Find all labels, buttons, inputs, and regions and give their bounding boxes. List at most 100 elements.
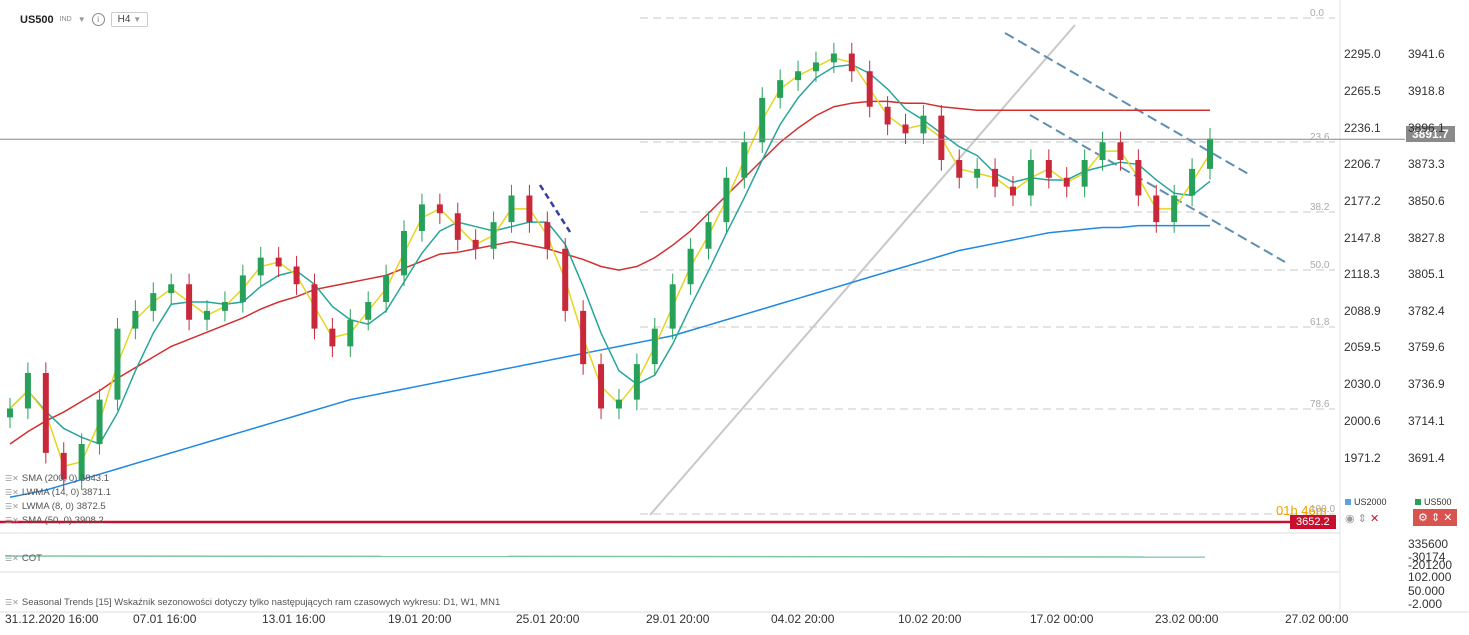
candle-body [1189,168,1196,196]
menu-icon[interactable]: ☰✕ [5,598,19,607]
axis-tick-us500: 3714.1 [1408,414,1445,428]
red-level-tag: 3652.2 [1290,515,1336,529]
indicator-seasonal[interactable]: ☰✕ Seasonal Trends [15] Wskaźnik sezonowo… [5,597,500,608]
axis-tick-us2000: 2265.5 [1344,84,1381,98]
seasonal-axis-tick: 50.000 [1408,584,1445,598]
sort-icon[interactable]: ⇕ [1357,513,1367,525]
menu-icon[interactable]: ☰✕ [5,516,19,525]
bar-countdown: 01h 46m [1276,503,1327,518]
candle-body [544,222,551,249]
chevron-down-icon: ▼ [133,15,142,24]
indicator-lwma8[interactable]: ☰✕ LWMA (8, 0) 3872.5 [5,501,106,512]
candle-body [956,160,963,178]
close-icon[interactable]: ✕ [1443,512,1453,524]
candle-body [293,266,300,285]
candle-body [1171,195,1178,223]
compare-controls[interactable]: ⚙ ⇕ ✕ [1413,509,1458,526]
axis-tick-us2000: 2030.0 [1344,377,1381,391]
axis-tick-us500: 3941.6 [1408,47,1445,61]
time-axis-label: 19.01 20:00 [388,612,452,626]
timeframe-select[interactable]: H4 ▼ [110,12,149,27]
menu-icon[interactable]: ☰✕ [5,554,19,563]
candle-body [1135,160,1142,196]
seasonal-axis-tick: 102.000 [1408,570,1452,584]
timeframe-label: H4 [117,14,131,25]
candle-body [615,399,622,409]
axis-tick-us2000: 2236.1 [1344,121,1381,135]
candle-body [669,284,676,329]
candle-body [24,373,31,409]
close-icon[interactable]: ✕ [1369,513,1380,525]
us500-label: US500 [1424,497,1452,507]
visibility-controls[interactable]: ◉ ⇕ ✕ [1345,512,1379,525]
info-icon[interactable]: i [91,13,105,26]
indicator-sma50[interactable]: ☰✕ SMA (50, 0) 3908.2 [5,515,104,526]
time-axis-label: 29.01 20:00 [646,612,710,626]
menu-icon[interactable]: ☰✕ [5,488,19,497]
indicator-lwma14[interactable]: ☰✕ LWMA (14, 0) 3871.1 [5,487,111,498]
menu-icon[interactable]: ☰✕ [5,502,19,511]
axis-tick-us2000: 2206.7 [1344,157,1381,171]
axis-tick-us2000: 2000.6 [1344,414,1381,428]
axis-tick-us500: 3827.8 [1408,231,1445,245]
candle-body [257,257,264,276]
axis-tick-us2000: 2147.8 [1344,231,1381,245]
time-axis-label: 27.02 00:00 [1285,612,1349,626]
candle-body [974,168,981,178]
indicator-label: COT [21,553,42,564]
candle-body [633,364,640,400]
indicator-label: SMA (200, 0) 3843.1 [21,473,110,484]
candle-body [1081,160,1088,187]
channel-lower [1029,114,1286,263]
fib-label: 0.0 [1310,8,1324,19]
candle-body [1063,177,1070,187]
indicator-cot[interactable]: ☰✕ COT [5,553,42,564]
candle-body [401,231,408,276]
symbol-name[interactable]: US500 [20,13,54,26]
candle-body [920,115,927,134]
candle-body [687,248,694,285]
fib-label: 50.0 [1310,260,1330,271]
candle-body [866,71,873,107]
axis-tick-us500: 3918.8 [1408,84,1445,98]
candle-body [418,204,425,231]
candle-body [490,222,497,249]
cot-axis-tick: -201200 [1408,558,1453,572]
indicator-sma200[interactable]: ☰✕ SMA (200, 0) 3843.1 [5,473,109,484]
axis-tick-us2000: 2088.9 [1344,304,1381,318]
compare-us500[interactable]: US500 [1415,497,1452,507]
sort-icon[interactable]: ⇕ [1430,512,1441,524]
candle-body [759,97,766,143]
candle-body [938,115,945,160]
settings-icon[interactable]: ⚙ [1418,512,1428,524]
candle-body [580,310,587,365]
axis-tick-us2000: 2177.2 [1344,194,1381,208]
compare-us2000[interactable]: US2000 [1345,497,1387,507]
candle-body [598,364,605,409]
cot-axis-tick: -30174 [1408,550,1446,564]
time-axis-label: 10.02 20:00 [898,612,962,626]
candle-body [221,302,228,311]
candle-body [365,302,372,320]
candle-body [204,310,211,320]
chevron-down-icon[interactable]: ▼ [77,15,86,24]
cot-line [4,555,1206,558]
candle-body [651,328,658,365]
eye-icon[interactable]: ◉ [1345,513,1355,525]
fib-label: 61.8 [1310,317,1330,328]
candle-body [1153,195,1160,223]
candle-body [723,177,730,223]
candle-body [1027,160,1034,196]
us2000-label: US2000 [1354,497,1387,507]
candle-body [830,53,837,63]
candle-body [562,248,569,311]
candle-body [705,222,712,249]
fib-label: 78.6 [1310,399,1330,410]
candle-body [812,62,819,72]
candle-body [275,257,282,267]
candle-body [132,310,139,329]
menu-icon[interactable]: ☰✕ [5,474,19,483]
sma50-line [9,100,1210,445]
candle-body [1045,160,1052,178]
